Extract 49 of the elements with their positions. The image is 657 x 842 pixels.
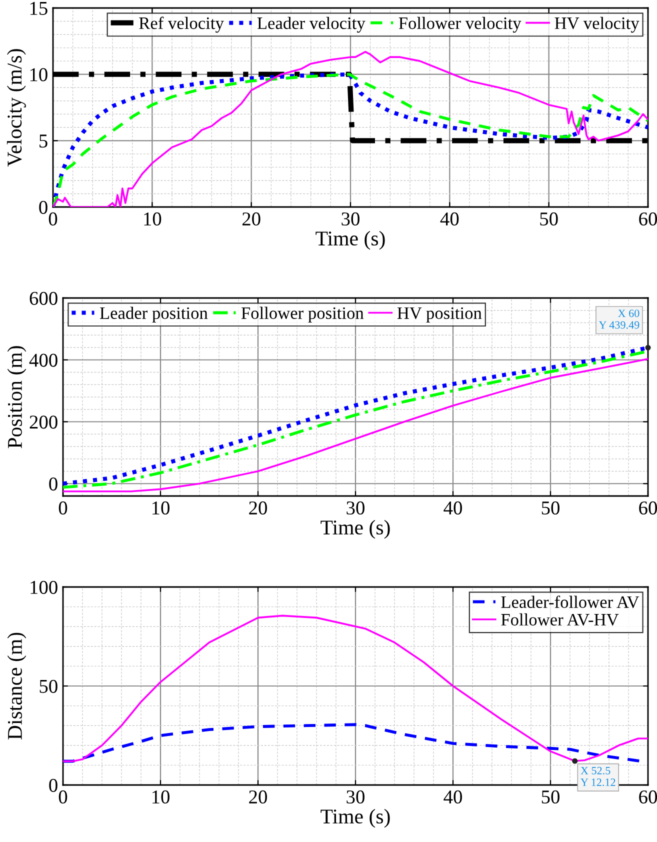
x-tick-label: 60 <box>639 790 657 804</box>
x-tick-label: 20 <box>249 501 267 515</box>
y-tick-label: 10 <box>30 68 48 82</box>
x-tick-label: 10 <box>144 212 162 226</box>
y-axis-title: Distance (m) <box>7 632 26 740</box>
y-tick-label: 0 <box>39 200 48 214</box>
legend-label: Leader-follower AV <box>501 596 640 608</box>
x-tick-label: 20 <box>242 212 260 226</box>
x-tick-label: 0 <box>58 501 68 515</box>
x-axis-title: Time (s) <box>320 520 390 539</box>
x-tick-label: 30 <box>346 501 364 515</box>
line-series <box>63 723 648 764</box>
y-tick-label: 0 <box>49 778 58 792</box>
legend-label: HV position <box>397 307 482 323</box>
y-axis-title: Position (m) <box>7 346 26 448</box>
y-tick-label: 100 <box>30 580 58 594</box>
legend-label: Follower velocity <box>398 16 522 33</box>
x-tick-label: 10 <box>152 501 170 515</box>
y-tick-label: 15 <box>30 2 48 15</box>
x-tick-label: 40 <box>444 501 462 515</box>
legend-label: HV velocity <box>554 16 640 33</box>
x-tick-label: 10 <box>152 790 170 804</box>
x-axis-title: Time (s) <box>320 808 390 828</box>
x-tick-label: 50 <box>542 790 560 804</box>
x-tick-label: 50 <box>542 501 560 515</box>
x-tick-label: 60 <box>639 212 657 226</box>
x-tick-label: 40 <box>444 790 462 804</box>
x-tick-label: 30 <box>346 790 364 804</box>
x-tick-label: 0 <box>58 790 68 804</box>
x-tick-label: 40 <box>440 212 459 226</box>
annotation: X 52.5 Y 12.12 <box>580 766 616 786</box>
y-tick-label: 200 <box>30 416 58 429</box>
y-tick-label: 5 <box>40 134 48 148</box>
x-tick-label: 60 <box>639 501 657 515</box>
annotation: X 60 Y 439.49 <box>598 310 640 329</box>
x-tick-label: 50 <box>540 212 558 226</box>
legend-label: Follower position <box>241 306 364 323</box>
legend-label: Leader velocity <box>257 16 366 33</box>
legend-label: Ref velocity <box>139 16 224 33</box>
y-tick-label: 50 <box>40 680 58 693</box>
x-tick-label: 20 <box>249 790 267 804</box>
legend-label: Leader position <box>100 306 208 323</box>
y-axis-title: Velocity (m/s) <box>6 49 26 167</box>
y-tick-label: 400 <box>29 354 58 367</box>
legend-label: Follower AV-HV <box>501 613 619 626</box>
x-axis-title: Time (s) <box>316 230 385 250</box>
y-tick-label: 0 <box>49 477 58 491</box>
y-tick-label: 600 <box>30 292 58 305</box>
x-tick-label: 30 <box>342 212 360 226</box>
